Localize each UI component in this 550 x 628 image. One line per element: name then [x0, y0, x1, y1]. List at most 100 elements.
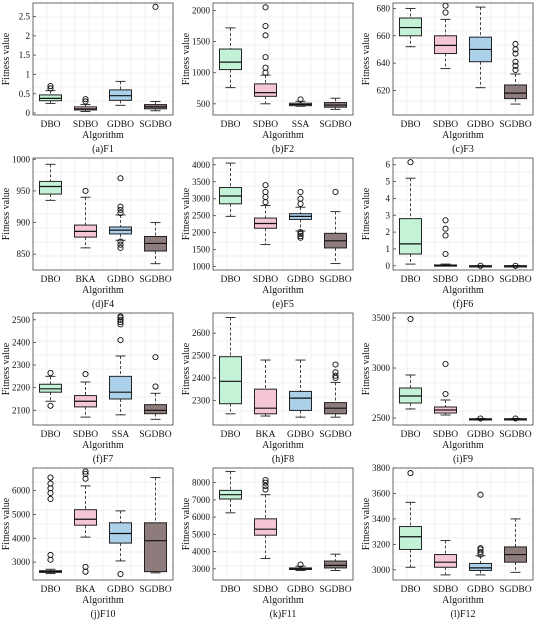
outlier-point	[477, 545, 484, 552]
outlier-point	[297, 230, 304, 238]
outlier-point	[297, 96, 304, 103]
y-tick-label: 5000	[12, 509, 31, 519]
box-sdbo	[434, 360, 457, 416]
outlier-point	[47, 495, 54, 503]
panel-9: 2500 3000 3500 DBO SDBO GDBO SGDBO Algorithm Fit…	[361, 312, 534, 465]
box-dbo	[399, 159, 422, 265]
box-sgdbo	[504, 518, 527, 573]
x-tick-label: SDBO	[253, 585, 278, 595]
outlier-point	[262, 32, 269, 39]
box-dbo	[399, 470, 422, 568]
iqr-box	[254, 518, 277, 536]
plot-frame	[392, 2, 534, 116]
x-tick-label: SSA	[112, 430, 130, 440]
x-tick-label: GDBO	[107, 275, 134, 285]
iqr-box	[254, 83, 277, 97]
outlier-point	[442, 217, 449, 224]
y-tick-label: 900	[17, 218, 31, 228]
grid-lines	[213, 3, 353, 115]
plot-frame	[392, 467, 534, 581]
x-tick-label: GDBO	[467, 430, 494, 440]
panel-11: 3000 4000 5000 6000 7000 8000 DBO SDBO GDBO SGDBO…	[181, 467, 354, 620]
panel-caption: (i)F9	[453, 454, 473, 465]
box-gdbo	[289, 561, 312, 572]
y-axis-label: Fitness value	[361, 342, 372, 395]
y-tick-label: 3500	[192, 177, 211, 187]
y-axis-label: Fitness value	[1, 497, 12, 550]
outlier-point	[47, 474, 54, 481]
box-dbo	[399, 7, 422, 48]
outlier-point	[442, 250, 449, 258]
y-tick-label: 2500	[192, 351, 211, 361]
outlier-point	[332, 369, 339, 376]
panel-caption: (a)F1	[92, 144, 114, 155]
box-dbo	[39, 474, 62, 575]
outlier-point	[297, 561, 304, 568]
outlier-point	[297, 188, 304, 195]
y-axis-label: Fitness value	[181, 497, 192, 550]
y-tick-label: 2300	[192, 395, 211, 405]
box-sgdbo	[144, 354, 167, 420]
box-gdbo	[469, 491, 492, 576]
outlier-point	[512, 66, 519, 73]
y-tick-label: 3400	[372, 514, 391, 524]
box-sgdbo	[504, 415, 527, 422]
x-axis-label: Algorithm	[442, 595, 484, 606]
iqr-box	[74, 509, 97, 526]
y-tick-label: 1.5	[19, 50, 31, 60]
outlier-point	[442, 360, 449, 368]
iqr-box	[504, 84, 527, 100]
y-tick-label: 660	[377, 31, 391, 41]
y-tick-label: 5	[386, 177, 391, 187]
box-sgdbo	[324, 553, 347, 572]
box-dbo	[39, 369, 62, 409]
outlier-point	[442, 232, 449, 239]
y-tick-label: 4000	[12, 533, 31, 543]
outlier-point	[47, 551, 54, 559]
x-axis-label: Algorithm	[262, 595, 304, 606]
outlier-point	[117, 241, 124, 248]
x-tick-label: DBO	[220, 585, 240, 595]
plot-frame	[32, 312, 174, 426]
y-tick-label: 6000	[192, 512, 211, 522]
box-gdbo	[109, 80, 132, 106]
outlier-point	[262, 64, 269, 71]
outlier-point	[82, 187, 89, 194]
outlier-point	[332, 372, 339, 379]
outlier-point	[82, 468, 89, 475]
y-tick-label: 0	[26, 108, 31, 118]
y-tick-label: 2600	[192, 328, 211, 338]
x-tick-label: GDBO	[107, 120, 134, 130]
panel-1: 0 0.5 1 1.5 2 2.5 DBO SDBO GDBO SGDBO Algorithm Fit…	[1, 2, 174, 155]
x-axis-label: Algorithm	[82, 130, 124, 141]
y-tick-label: 2400	[192, 373, 211, 383]
x-tick-label: DBO	[400, 120, 420, 130]
y-axis-label: Fitness value	[181, 187, 192, 240]
box-dbo	[39, 82, 62, 104]
x-tick-label: SDBO	[73, 430, 98, 440]
box-dbo	[219, 470, 242, 514]
outlier-point	[512, 415, 519, 422]
y-axis-label: Fitness value	[361, 32, 372, 85]
plot-frame	[212, 312, 354, 426]
y-tick-label: 2100	[12, 405, 31, 415]
x-tick-label: SDBO	[433, 585, 458, 595]
y-tick-label: 3000	[192, 564, 211, 574]
y-tick-label: 0	[386, 261, 391, 271]
outlier-point	[152, 354, 159, 361]
outlier-point	[117, 206, 124, 213]
box-gdbo	[469, 415, 492, 422]
box-sgdbo	[504, 262, 527, 269]
y-axis-label: Fitness value	[1, 342, 12, 395]
outlier-point	[117, 210, 124, 217]
y-tick-label: 4	[386, 193, 391, 203]
x-tick-label: SGDBO	[139, 585, 171, 595]
box-bka	[74, 468, 97, 575]
x-tick-label: BKA	[75, 275, 95, 285]
x-tick-label: DBO	[220, 120, 240, 130]
x-tick-label: SGDBO	[139, 275, 171, 285]
outlier-point	[332, 361, 339, 368]
iqr-box	[324, 560, 347, 569]
x-tick-label: DBO	[220, 430, 240, 440]
outlier-point	[47, 369, 54, 377]
